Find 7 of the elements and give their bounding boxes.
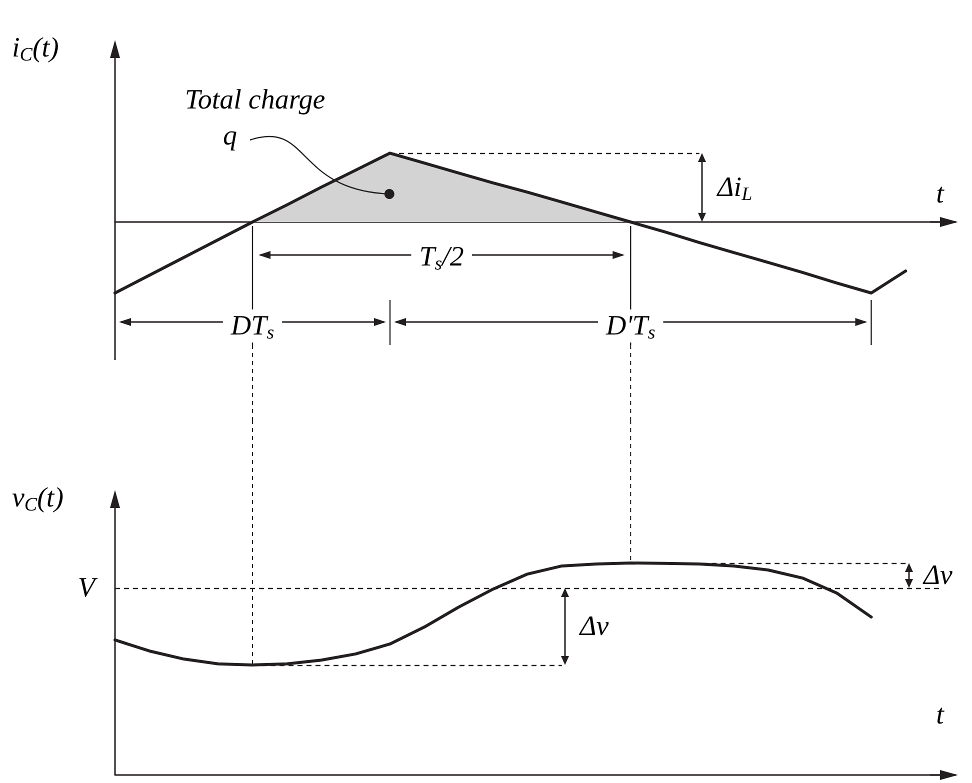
text: q (223, 120, 237, 152)
text: Total charge (184, 84, 326, 116)
ref-line-label: V (78, 572, 98, 604)
x-axis-title: t (936, 700, 946, 730)
ref-line-label: Δv (578, 610, 610, 642)
ref-line-label: Δv (922, 560, 954, 592)
x-axis-title: t (936, 178, 946, 210)
